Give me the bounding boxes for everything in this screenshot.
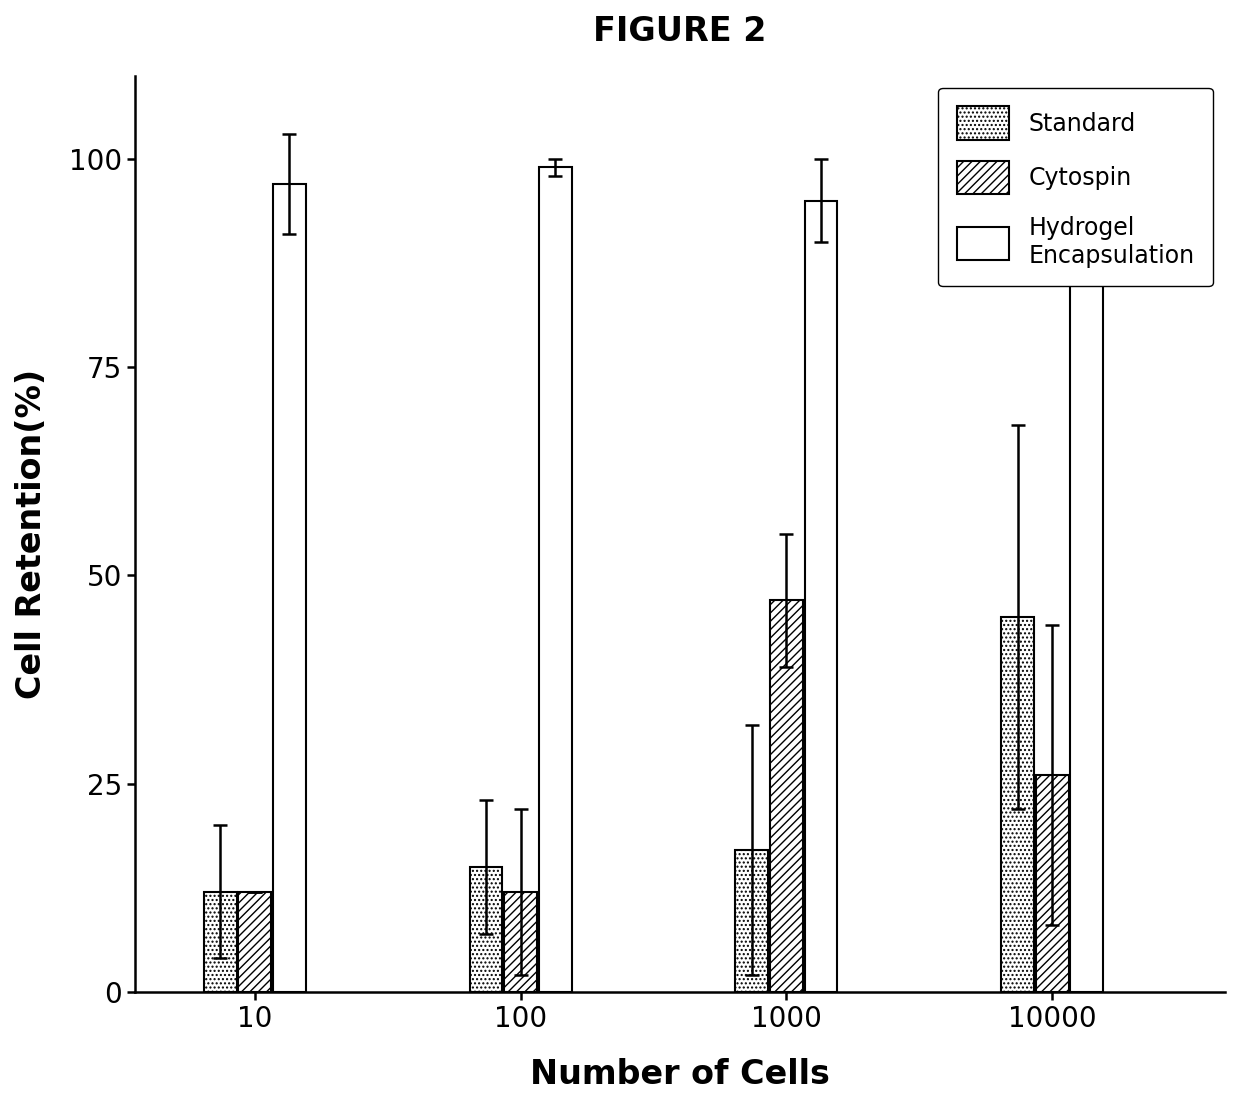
- Legend: Standard, Cytospin, Hydrogel
Encapsulation: Standard, Cytospin, Hydrogel Encapsulati…: [939, 87, 1213, 286]
- Y-axis label: Cell Retention(%): Cell Retention(%): [15, 368, 48, 699]
- Bar: [1070, 176, 1104, 992]
- Bar: [1035, 775, 1069, 992]
- Bar: [538, 167, 572, 992]
- Bar: [273, 184, 306, 992]
- Bar: [805, 200, 837, 992]
- Bar: [470, 867, 502, 992]
- Bar: [203, 891, 237, 992]
- Bar: [1001, 617, 1034, 992]
- Bar: [770, 601, 802, 992]
- X-axis label: Number of Cells: Number of Cells: [531, 1058, 830, 1091]
- Bar: [505, 891, 537, 992]
- Bar: [735, 851, 769, 992]
- Bar: [238, 891, 272, 992]
- Title: FIGURE 2: FIGURE 2: [594, 15, 766, 48]
